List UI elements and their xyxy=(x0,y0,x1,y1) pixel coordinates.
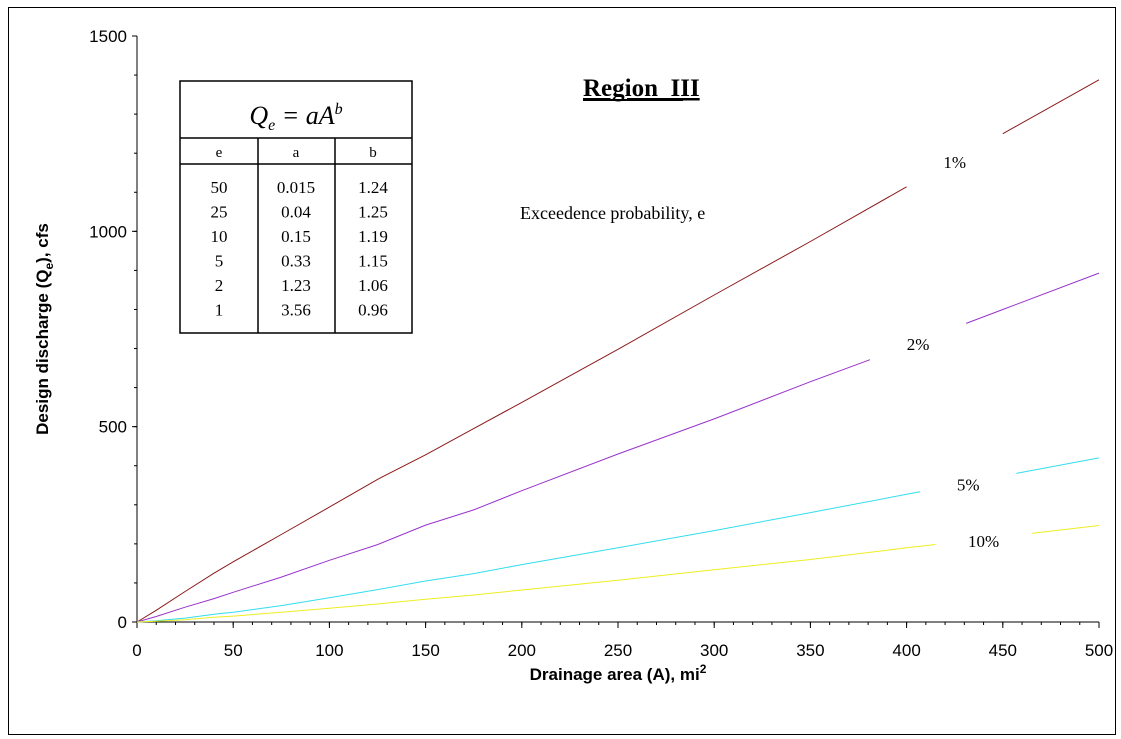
table-cell: 0.96 xyxy=(358,301,388,320)
formula-part: e xyxy=(268,117,275,134)
x-tick-label: 300 xyxy=(700,641,728,660)
y-axis-label-end: ), cfs xyxy=(33,223,52,263)
table-cell: 1.24 xyxy=(358,178,388,197)
table-cell: 1.06 xyxy=(358,276,388,295)
table-cell: 50 xyxy=(211,178,228,197)
table-cell: 1.23 xyxy=(281,276,311,295)
series-label: 1% xyxy=(943,153,966,172)
formula-part: Q xyxy=(249,101,268,130)
table-border xyxy=(179,80,413,334)
series-line xyxy=(1002,79,1100,135)
x-axis-label: Drainage area (A), mi2 xyxy=(530,662,707,684)
series-line xyxy=(1016,457,1100,474)
series-line xyxy=(136,186,907,623)
table-cell: 25 xyxy=(211,203,228,222)
x-tick-label: 450 xyxy=(989,641,1017,660)
y-tick-label: 500 xyxy=(99,418,127,437)
x-tick-label: 250 xyxy=(604,641,632,660)
table-formula: Qe = aAb xyxy=(249,101,342,134)
x-tick-label: 50 xyxy=(224,641,243,660)
x-tick-label: 0 xyxy=(132,641,141,660)
table-header-cell: a xyxy=(293,145,300,161)
table-cell: 1 xyxy=(215,301,224,320)
y-axis-label-sub: e xyxy=(42,263,56,270)
x-tick-label: 200 xyxy=(508,641,536,660)
table-cell: 2 xyxy=(215,276,224,295)
table-header-cell: b xyxy=(369,145,377,161)
formula-part: b xyxy=(335,101,343,118)
table-cell: 0.015 xyxy=(277,178,315,197)
table-cell: 10 xyxy=(211,227,228,246)
chart-frame xyxy=(8,7,1116,735)
y-axis-label: Design discharge (Qe), cfs xyxy=(33,223,56,435)
series-line xyxy=(136,491,921,623)
x-tick-label: 150 xyxy=(411,641,439,660)
series-label: 2% xyxy=(907,335,930,354)
y-tick-label: 1000 xyxy=(89,222,127,241)
table-cell: 0.15 xyxy=(281,227,311,246)
series-line xyxy=(136,544,936,623)
x-axis-label-text: Drainage area (A), mi xyxy=(530,665,700,684)
table-cell: 1.25 xyxy=(358,203,388,222)
table-cell: 1.19 xyxy=(358,227,388,246)
x-tick-label: 500 xyxy=(1085,641,1113,660)
table-cell: 0.04 xyxy=(281,203,311,222)
table-header-cell: e xyxy=(216,145,223,161)
table-cell: 0.33 xyxy=(281,252,311,271)
table-cell: 5 xyxy=(215,252,224,271)
formula-part: = aA xyxy=(275,101,335,130)
x-axis-label-sup: 2 xyxy=(700,662,707,676)
x-tick-label: 400 xyxy=(892,641,920,660)
x-tick-label: 350 xyxy=(796,641,824,660)
series-label: 10% xyxy=(968,532,999,551)
chart-title: Region III xyxy=(583,75,700,102)
y-tick-label: 0 xyxy=(118,613,127,632)
series-line xyxy=(1031,525,1100,534)
y-tick-label: 1500 xyxy=(89,27,127,46)
annotation-text: Exceedence probability, e xyxy=(520,203,705,223)
y-axis-label-text: Design discharge (Q xyxy=(33,270,52,435)
series-line xyxy=(966,272,1100,324)
table-cell: 1.15 xyxy=(358,252,388,271)
table-cell: 3.56 xyxy=(281,301,311,320)
series-label: 5% xyxy=(957,476,980,495)
series-line xyxy=(136,359,871,623)
x-tick-label: 100 xyxy=(315,641,343,660)
